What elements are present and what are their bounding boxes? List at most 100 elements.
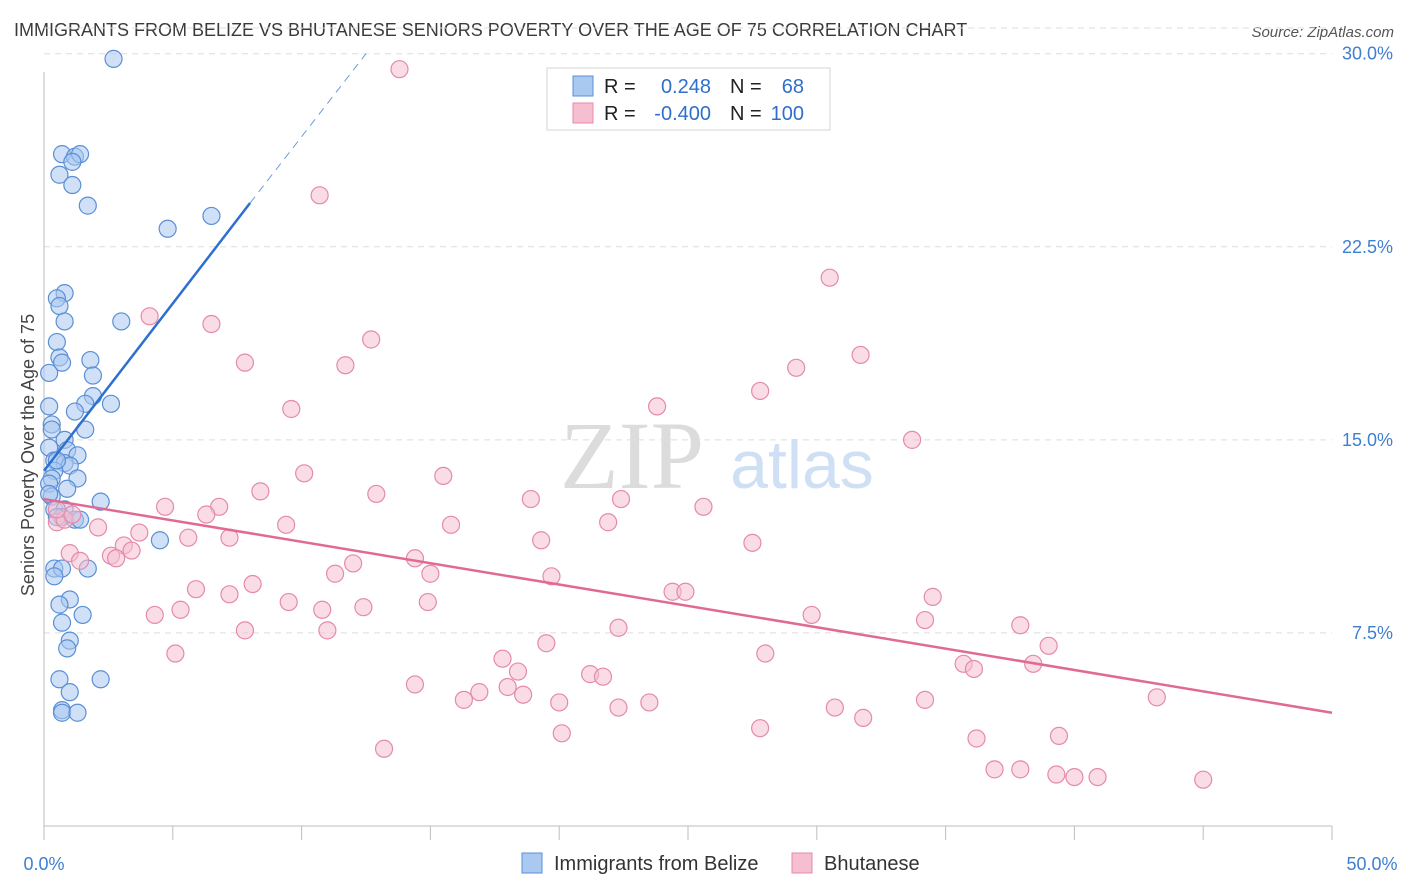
bhutanese-point	[235, 621, 255, 640]
legend-n-value-bhutanese: 100	[771, 103, 804, 125]
belize-trendline	[43, 202, 252, 472]
bhutanese-point	[493, 649, 512, 668]
bhutanese-point	[640, 693, 659, 712]
bhutanese-point	[405, 675, 425, 694]
bhutanese-trendline	[43, 497, 1333, 714]
bhutanese-point	[694, 497, 713, 516]
y-tick-label: 30.0%	[1342, 44, 1393, 64]
bhutanese-point	[130, 523, 149, 542]
bhutanese-point	[390, 60, 409, 79]
bhutanese-point	[277, 515, 296, 534]
bhutanese-point	[1011, 616, 1030, 635]
bhutanese-point	[282, 399, 301, 419]
bhutanese-point	[441, 515, 461, 534]
bhutanese-point	[532, 531, 551, 550]
bhutanese-point	[609, 698, 628, 717]
bhutanese-point	[70, 551, 90, 570]
belize-point	[60, 683, 79, 702]
bhutanese-point	[186, 580, 206, 599]
bhutanese-point	[251, 482, 270, 501]
bhutanese-point	[1194, 770, 1213, 789]
belize-point	[202, 206, 221, 226]
y-axis-label: Seniors Poverty Over the Age of 75	[18, 314, 38, 596]
series-bhutanese-points	[47, 60, 1213, 789]
bhutanese-point	[220, 585, 239, 604]
bhutanese-point	[1065, 767, 1084, 787]
gridlines	[44, 27, 1332, 634]
legend-r-value-belize: 0.248	[661, 76, 711, 98]
belize-point	[112, 312, 131, 331]
bhutanese-point	[354, 598, 373, 617]
belize-point	[58, 479, 77, 498]
legend-swatch-belize	[572, 75, 594, 97]
bhutanese-point	[197, 505, 216, 524]
belize-point	[78, 196, 97, 215]
bhutanese-point	[1047, 765, 1066, 784]
belize-point	[47, 332, 66, 352]
belize-point	[63, 152, 82, 171]
bhutanese-point	[915, 690, 935, 709]
bhutanese-point	[820, 268, 839, 287]
belize-point	[81, 350, 100, 370]
bhutanese-point	[454, 690, 473, 709]
belize-trendline-extension	[249, 53, 367, 204]
bottom-legend-swatch-bhutanese	[791, 852, 813, 874]
belize-point	[50, 670, 69, 689]
belize-point	[73, 605, 92, 625]
bhutanese-point	[542, 567, 561, 586]
belize-point	[150, 531, 170, 550]
belize-point	[40, 397, 59, 416]
bhutanese-point	[344, 554, 363, 573]
belize-point	[158, 219, 177, 238]
x-tick-label-max: 50.0%	[1346, 854, 1397, 874]
watermark-atlas: atlas	[730, 427, 874, 503]
bhutanese-point	[63, 505, 82, 524]
legend-n-label-belize: N =	[730, 76, 762, 98]
bhutanese-point	[279, 592, 298, 612]
bhutanese-point	[362, 330, 381, 349]
bhutanese-point	[310, 186, 329, 205]
legend-r-value-bhutanese: -0.400	[654, 103, 711, 125]
bhutanese-point	[405, 549, 425, 568]
bhutanese-point	[743, 533, 762, 552]
belize-point	[68, 703, 87, 722]
bhutanese-point	[374, 739, 394, 758]
belize-point	[52, 353, 72, 372]
legend-n-label-bhutanese: N =	[730, 103, 762, 125]
legend-swatch-bhutanese	[572, 102, 594, 124]
belize-point	[50, 165, 69, 184]
y-tick-label: 15.0%	[1342, 430, 1393, 450]
bhutanese-point	[514, 685, 533, 704]
belize-point	[55, 312, 74, 331]
belize-point	[63, 175, 82, 195]
bhutanese-point	[508, 662, 528, 681]
bhutanese-point	[854, 708, 873, 727]
bhutanese-point	[107, 549, 126, 568]
bhutanese-point	[756, 644, 775, 663]
bhutanese-point	[171, 600, 190, 619]
trendlines	[43, 53, 1333, 714]
bhutanese-point	[202, 314, 221, 334]
bhutanese-point	[140, 307, 159, 326]
legend-r-label-bhutanese: R =	[604, 103, 636, 125]
correlation-legend: R = 0.248 N = 68 R = -0.400 N = 100	[546, 67, 831, 131]
bhutanese-point	[421, 564, 440, 583]
bhutanese-point	[599, 513, 618, 532]
bhutanese-point	[88, 518, 108, 537]
legend-n-value-belize: 68	[782, 76, 804, 98]
belize-point	[91, 492, 110, 511]
bhutanese-point	[825, 698, 844, 717]
legend-box	[546, 67, 831, 131]
series-belize-points	[40, 49, 221, 722]
bhutanese-point	[923, 587, 942, 606]
belize-point	[101, 394, 121, 413]
bhutanese-point	[967, 729, 986, 748]
bhutanese-point	[1049, 726, 1069, 746]
bhutanese-point	[552, 724, 571, 743]
series-legend: Immigrants from Belize Bhutanese	[521, 852, 920, 875]
bhutanese-point	[145, 605, 164, 625]
watermark-zip: ZIP	[560, 402, 704, 509]
bhutanese-point	[593, 667, 613, 686]
belize-point	[40, 363, 59, 383]
watermark: ZIP atlas	[560, 402, 874, 509]
